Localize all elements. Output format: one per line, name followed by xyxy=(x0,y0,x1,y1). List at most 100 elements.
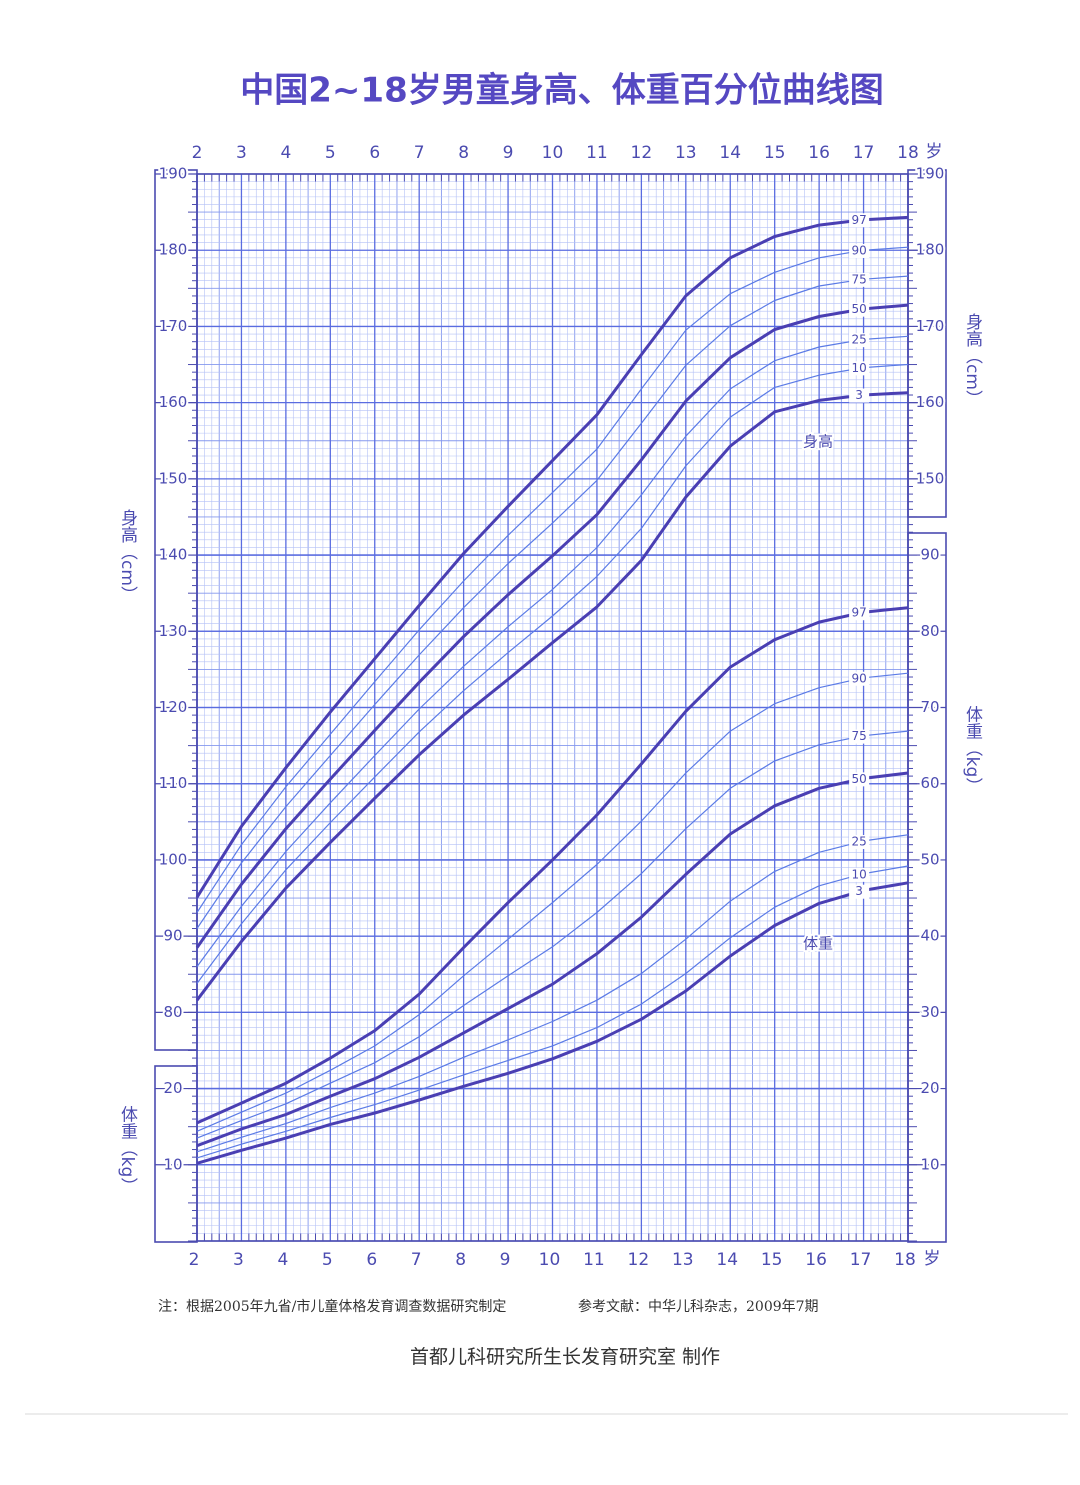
x-tick-label: 6 xyxy=(366,1250,377,1270)
reference-note: 参考文献：中华儿科杂志，2009年7期 xyxy=(578,1298,819,1315)
x-tick-label: 7 xyxy=(414,143,425,163)
curve-label-bg xyxy=(849,272,870,287)
x-tick-label: 18 xyxy=(894,1250,916,1270)
x-tick-label: 12 xyxy=(631,143,653,163)
grid xyxy=(188,173,917,1242)
percentile-curve xyxy=(196,730,909,1139)
percentile-curve xyxy=(196,335,909,967)
percentile-curve xyxy=(196,865,909,1159)
x-tick-label: 8 xyxy=(458,143,469,163)
curve-label: 25 xyxy=(851,333,866,347)
percentile-curve xyxy=(196,881,909,1165)
percentile-curve xyxy=(195,215,909,899)
right-height-label: 身高（cm） xyxy=(962,313,983,407)
left-weight-label: 体重（kg） xyxy=(117,1106,138,1195)
left-height-label: 身高（cm） xyxy=(117,509,138,603)
curve-label: 97 xyxy=(851,606,866,620)
x-tick-label: 14 xyxy=(719,143,741,163)
curve-label-bg xyxy=(849,606,870,621)
y-tick-label: 130 xyxy=(159,622,188,640)
left-height-frame xyxy=(154,169,198,1051)
x-unit: 岁 xyxy=(924,1249,941,1269)
y-tick-label: 190 xyxy=(159,165,188,183)
curve-label: 25 xyxy=(851,835,866,849)
y-tick-label: 10 xyxy=(920,1155,939,1173)
curve-label: 75 xyxy=(851,272,866,286)
curve-label: 10 xyxy=(851,361,866,375)
y-tick-label: 10 xyxy=(163,1155,182,1173)
x-tick-label: 15 xyxy=(761,1250,783,1270)
percentile-curve xyxy=(196,246,909,913)
curve-label: 50 xyxy=(851,302,866,316)
x-tick-label: 13 xyxy=(672,1250,694,1270)
curve-label-bg xyxy=(849,388,870,403)
x-tick-label: 13 xyxy=(675,143,697,163)
x-tick-label: 3 xyxy=(233,1250,244,1270)
x-tick-label: 3 xyxy=(236,143,247,163)
x-unit: 岁 xyxy=(926,142,943,162)
y-tick-label: 180 xyxy=(916,241,945,259)
x-tick-label: 16 xyxy=(808,143,830,163)
x-tick-label: 10 xyxy=(539,1250,561,1270)
x-tick-label: 10 xyxy=(542,143,564,163)
chart-title: 中国2~18岁男童身高、体重百分位曲线图 xyxy=(240,71,883,111)
y-tick-label: 150 xyxy=(916,469,945,487)
y-tick-label: 190 xyxy=(916,165,945,183)
y-tick-label: 40 xyxy=(920,927,939,945)
y-tick-label: 60 xyxy=(920,774,939,792)
x-tick-label: 14 xyxy=(716,1250,738,1270)
curve-label: 90 xyxy=(851,671,866,685)
x-tick-label: 12 xyxy=(628,1250,650,1270)
y-tick-label: 160 xyxy=(916,393,945,411)
curve-label-bg xyxy=(849,243,870,258)
curve-label: 10 xyxy=(851,867,866,881)
curve-label-bg xyxy=(849,361,870,376)
curve-label: 3 xyxy=(855,388,863,402)
curve-label-bg xyxy=(849,671,870,686)
curve-label: 75 xyxy=(851,729,866,743)
y-tick-label: 140 xyxy=(159,546,188,564)
x-tick-label: 8 xyxy=(455,1250,466,1270)
curve-label: 90 xyxy=(851,243,866,257)
right-weight-label: 体重（kg） xyxy=(962,706,983,795)
percentile-curve xyxy=(196,771,909,1148)
curve-label-bg xyxy=(849,729,870,744)
x-tick-label: 17 xyxy=(853,143,875,163)
right-height-frame xyxy=(907,169,947,518)
y-tick-label: 170 xyxy=(916,317,945,335)
percentile-curve xyxy=(195,303,909,949)
curve-label-bg xyxy=(849,867,870,882)
x-tick-label: 11 xyxy=(586,143,608,163)
percentile-curve xyxy=(196,834,909,1153)
percentile-curve xyxy=(196,275,909,929)
y-tick-label: 110 xyxy=(159,774,188,792)
y-tick-label: 30 xyxy=(920,1003,939,1021)
x-tick-label: 9 xyxy=(500,1250,511,1270)
x-tick-label: 2 xyxy=(189,1250,200,1270)
x-tick-label: 5 xyxy=(325,143,336,163)
y-tick-label: 80 xyxy=(920,622,939,640)
curve-label-bg xyxy=(849,884,870,899)
percentile-curve xyxy=(195,391,909,1002)
y-tick-label: 50 xyxy=(920,850,939,868)
source-note: 注：根据2005年九省/市儿童体格发育调查数据研究制定 xyxy=(158,1298,506,1315)
y-tick-label: 80 xyxy=(163,1003,182,1021)
y-tick-label: 120 xyxy=(159,698,188,716)
curve-label-bg xyxy=(849,213,870,228)
height-annotation: 身高 xyxy=(803,433,833,451)
plot-layer: 80 90 100 110 120 130 140 150 160 170 180 190 150 160… xyxy=(155,142,946,1270)
x-tick-label: 7 xyxy=(411,1250,422,1270)
y-tick-label: 90 xyxy=(920,546,939,564)
x-tick-label: 5 xyxy=(322,1250,333,1270)
x-tick-label: 18 xyxy=(897,143,919,163)
x-tick-label: 16 xyxy=(805,1250,827,1270)
x-tick-label: 4 xyxy=(277,1250,288,1270)
y-tick-label: 20 xyxy=(920,1079,939,1097)
percentile-curve xyxy=(196,606,909,1125)
x-tick-label: 15 xyxy=(764,143,786,163)
y-tick-label: 160 xyxy=(159,393,188,411)
percentile-curve xyxy=(196,363,909,984)
percentile-curve xyxy=(196,672,909,1132)
